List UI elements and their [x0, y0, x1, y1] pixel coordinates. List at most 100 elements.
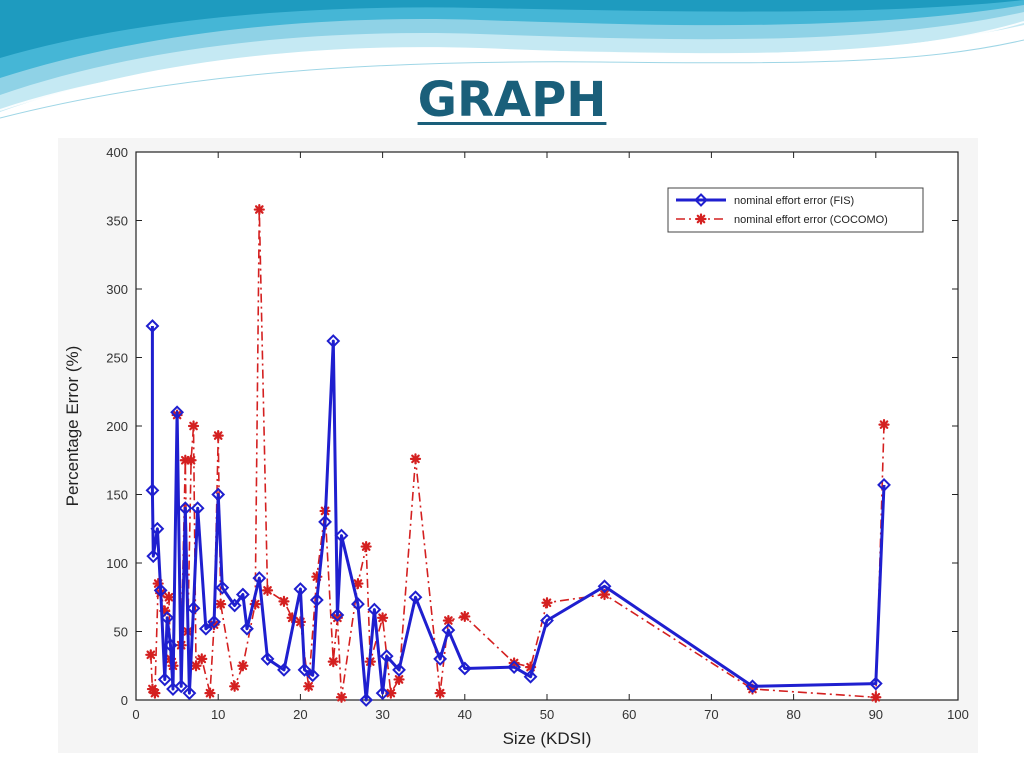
y-tick-label: 50 [114, 625, 128, 640]
asterisk-stroke [871, 692, 881, 702]
data-point-fis [441, 623, 456, 638]
asterisk-stroke [328, 657, 338, 666]
data-point-cocomo [190, 660, 202, 672]
x-tick-label: 70 [704, 707, 718, 722]
asterisk-stroke [238, 661, 248, 671]
legend-label-cocomo: nominal effort error (COCOMO) [734, 214, 888, 226]
data-point-cocomo [185, 454, 197, 466]
data-point-cocomo [253, 203, 265, 216]
asterisk-stroke [191, 661, 201, 671]
data-point-fis [392, 662, 406, 677]
data-point-fis [877, 477, 891, 492]
data-point-cocomo [196, 653, 208, 665]
data-point-cocomo [145, 649, 157, 661]
asterisk-stroke [164, 592, 174, 602]
asterisk-stroke [148, 684, 157, 694]
asterisk-stroke [460, 612, 470, 621]
asterisk-stroke [197, 654, 207, 664]
data-point-fis [252, 571, 267, 585]
x-tick-label: 50 [540, 707, 554, 722]
data-point-fis [305, 668, 320, 683]
x-tick-label: 30 [375, 707, 389, 722]
data-point-cocomo [204, 687, 216, 699]
data-point-fis [153, 583, 168, 598]
data-point-fis [408, 590, 423, 605]
y-tick-label: 250 [106, 351, 128, 366]
data-point-fis [326, 334, 341, 348]
data-point-cocomo [149, 687, 161, 699]
data-point-cocomo [163, 591, 175, 603]
asterisk-stroke [263, 586, 272, 595]
legend-marker-cocomo [695, 213, 707, 225]
data-point-cocomo [261, 584, 274, 596]
asterisk-stroke [209, 620, 219, 629]
data-point-fis [318, 514, 332, 529]
data-point-cocomo [303, 680, 315, 692]
data-point-fis [367, 602, 382, 617]
data-point-fis [359, 693, 374, 707]
asterisk-stroke [386, 688, 396, 698]
data-point-fis [597, 579, 612, 594]
y-tick-label: 200 [106, 419, 128, 434]
data-point-cocomo [212, 429, 224, 442]
asterisk-stroke [254, 205, 264, 214]
data-point-fis [277, 662, 291, 677]
data-point-fis [433, 651, 448, 666]
data-point-cocomo [215, 598, 227, 610]
x-tick-label: 90 [869, 707, 883, 722]
y-tick-label: 400 [106, 145, 128, 160]
data-point-fis [235, 587, 250, 602]
asterisk-stroke [378, 613, 387, 623]
data-point-cocomo [335, 691, 348, 703]
data-point-fis [178, 501, 193, 516]
data-point-fis [170, 405, 185, 420]
asterisk-stroke [150, 688, 160, 698]
chart-legend: nominal effort error (FIS) nominal effort… [667, 187, 924, 233]
data-point-fis [523, 669, 538, 684]
data-point-fis [157, 672, 172, 687]
asterisk-stroke [205, 688, 215, 698]
data-point-fis [146, 549, 161, 564]
asterisk-stroke [696, 214, 706, 224]
data-point-fis [375, 686, 390, 701]
plot-area [135, 151, 959, 701]
data-point-fis [211, 487, 226, 502]
asterisk-stroke [186, 455, 196, 465]
asterisk-stroke [879, 420, 889, 429]
y-tick-label: 100 [106, 556, 128, 571]
asterisk-stroke [279, 597, 289, 606]
data-point-fis [334, 528, 349, 543]
data-point-fis [182, 686, 197, 701]
legend-label-fis: nominal effort error (FIS) [734, 195, 854, 207]
asterisk-stroke [216, 599, 226, 609]
data-point-fis [297, 662, 312, 677]
data-point-cocomo [278, 595, 290, 607]
data-point-fis [145, 319, 160, 333]
asterisk-stroke [444, 616, 453, 625]
data-point-fis [240, 621, 254, 636]
data-point-fis [227, 598, 242, 613]
data-point-cocomo [541, 597, 553, 609]
asterisk-stroke [435, 688, 445, 698]
data-point-fis [198, 621, 213, 636]
x-tick-label: 100 [947, 707, 969, 722]
data-point-fis [260, 651, 275, 666]
asterisk-stroke [189, 421, 198, 431]
asterisk-stroke [600, 590, 609, 599]
legend-marker-fis [694, 193, 708, 207]
data-point-fis [174, 679, 189, 694]
data-point-cocomo [442, 614, 454, 627]
data-point-fis [190, 501, 205, 516]
data-point-fis [745, 679, 760, 694]
asterisk-stroke [542, 598, 552, 608]
x-tick-label: 80 [786, 707, 800, 722]
data-point-cocomo [360, 540, 372, 553]
asterisk-stroke [230, 681, 239, 691]
data-point-fis [215, 580, 230, 595]
x-tick-label: 60 [622, 707, 636, 722]
data-point-cocomo [459, 610, 471, 623]
data-point-fis [150, 521, 165, 536]
data-point-fis [309, 593, 324, 607]
asterisk-stroke [353, 579, 363, 588]
asterisk-stroke [361, 542, 371, 551]
